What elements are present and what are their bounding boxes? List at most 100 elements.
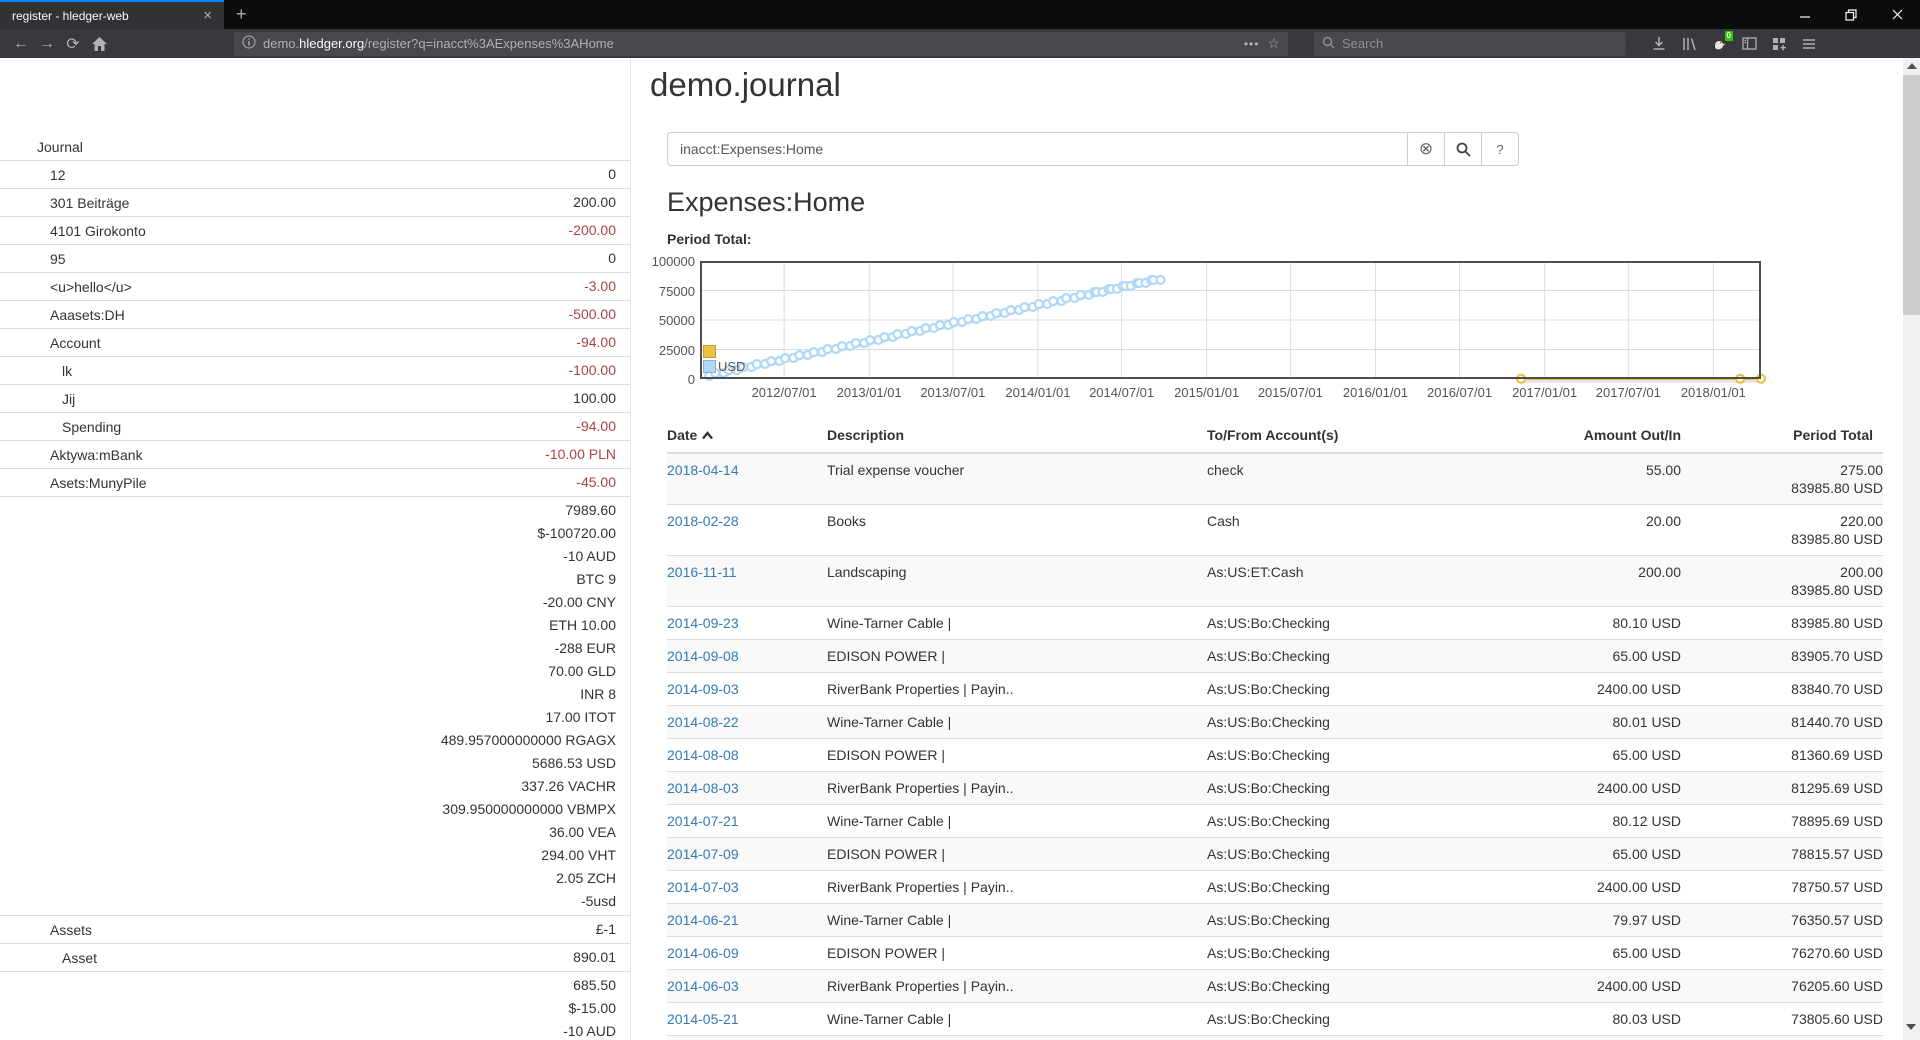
transaction-date-link[interactable]: 2014-08-22 — [667, 714, 739, 730]
sidebar-account-row[interactable]: Account -94.00 — [0, 328, 630, 356]
sidebar-account-row[interactable]: <u>hello</u> -3.00 — [0, 272, 630, 300]
transaction-row[interactable]: 2014-09-23 Wine-Tarner Cable | As:US:Bo:Ch… — [667, 606, 1883, 640]
sidebar-journal-row[interactable]: Journal — [0, 134, 630, 160]
account-link[interactable]: lk — [62, 363, 73, 379]
transaction-row[interactable]: 2014-08-22 Wine-Tarner Cable | As:US:Bo:Ch… — [667, 705, 1883, 739]
transaction-date-link[interactable]: 2014-06-09 — [667, 945, 739, 961]
transaction-date-link[interactable]: 2016-11-11 — [667, 564, 737, 580]
account-link[interactable]: Assets — [50, 922, 93, 938]
transaction-date-link[interactable]: 2014-05-21 — [667, 1011, 739, 1027]
transaction-row[interactable]: 2014-07-09 EDISON POWER | As:US:Bo:Checkin… — [667, 837, 1883, 871]
browser-tab[interactable]: register - hledger-web × — [0, 0, 224, 29]
chart-plot-area[interactable]: 0 25000 50000 75000 100000 2012/07/01 2013/01/… — [652, 254, 1767, 400]
sidebar-account-row[interactable]: Asset 890.01 — [0, 943, 630, 971]
transaction-date-link[interactable]: 2014-08-08 — [667, 747, 739, 763]
library-icon[interactable] — [1674, 32, 1704, 56]
transaction-row[interactable]: 2014-07-21 Wine-Tarner Cable | As:US:Bo:Ch… — [667, 804, 1883, 838]
column-header-description[interactable]: Description — [827, 423, 1207, 454]
transaction-date-link[interactable]: 2018-04-14 — [667, 462, 739, 478]
extension-duck-icon[interactable]: 0 — [1704, 30, 1734, 56]
home-button[interactable] — [86, 32, 112, 56]
column-header-period-total[interactable]: Period Total — [1691, 423, 1883, 454]
transaction-row[interactable]: 2014-08-03 RiverBank Properties | Payin..… — [667, 771, 1883, 805]
transaction-row[interactable]: 2014-09-03 RiverBank Properties | Payin..… — [667, 672, 1883, 706]
sidebar-account-row[interactable]: Cash685.50$-15.00-10 AUD-30.00 USD — [0, 971, 630, 1040]
transaction-row[interactable]: 2014-08-08 EDISON POWER | As:US:Bo:Checkin… — [667, 738, 1883, 772]
sidebar-account-row[interactable]: 301 Beiträge 200.00 — [0, 188, 630, 216]
transaction-date-link[interactable]: 2014-09-08 — [667, 648, 739, 664]
sidebars-icon[interactable] — [1734, 32, 1764, 56]
sidebar-account-row[interactable]: Aktywa:mBank -10.00 PLN — [0, 440, 630, 468]
transaction-date-link[interactable]: 2014-07-09 — [667, 846, 739, 862]
transaction-date-link[interactable]: 2014-09-23 — [667, 615, 739, 631]
window-restore-button[interactable] — [1828, 0, 1874, 29]
transaction-row[interactable]: 2014-07-03 RiverBank Properties | Payin..… — [667, 870, 1883, 904]
journal-link[interactable]: Journal — [37, 139, 83, 155]
activity-grid-icon[interactable] — [1764, 32, 1794, 56]
account-link[interactable]: 95 — [50, 251, 66, 267]
url-bar[interactable]: demo.hledger.org/register?q=inacct%3AExp… — [234, 31, 1288, 56]
column-header-amount[interactable]: Amount Out/In — [1497, 423, 1691, 454]
tab-close-icon[interactable]: × — [203, 7, 212, 24]
account-link[interactable]: 12 — [50, 167, 66, 183]
transaction-date-link[interactable]: 2014-07-03 — [667, 879, 739, 895]
url-text[interactable]: demo.hledger.org/register?q=inacct%3AExp… — [263, 36, 1236, 51]
transaction-row[interactable]: 2014-06-21 Wine-Tarner Cable | As:US:Bo:Ch… — [667, 903, 1883, 937]
menu-hamburger-icon[interactable] — [1794, 32, 1824, 56]
account-link[interactable]: <u>hello</u> — [50, 279, 132, 295]
window-minimize-button[interactable] — [1782, 0, 1828, 29]
transaction-row[interactable]: 2014-05-21 Wine-Tarner Cable | As:US:Bo:Ch… — [667, 1002, 1883, 1036]
clear-query-button[interactable]: ⊗ — [1407, 132, 1445, 166]
account-link[interactable]: Asets:MunyPile — [50, 475, 147, 491]
transaction-row[interactable]: 2014-06-03 RiverBank Properties | Payin..… — [667, 969, 1883, 1003]
account-link[interactable]: Spending — [62, 419, 122, 435]
page-actions-icon[interactable]: ••• — [1243, 36, 1260, 51]
account-link[interactable]: Account — [50, 335, 101, 351]
search-submit-button[interactable] — [1444, 132, 1482, 166]
account-link[interactable]: Aktywa:mBank — [50, 447, 143, 463]
transaction-date-link[interactable]: 2018-02-28 — [667, 513, 739, 529]
sidebar-account-row[interactable]: Aaasets:DH -500.00 — [0, 300, 630, 328]
help-button[interactable]: ? — [1481, 132, 1519, 166]
transaction-row[interactable]: 2014-06-09 EDISON POWER | As:US:Bo:Checkin… — [667, 936, 1883, 970]
browser-search-field[interactable]: Search — [1314, 31, 1626, 56]
sidebar-account-row[interactable]: 4101 Girokonto -200.00 — [0, 216, 630, 244]
sidebar-account-row[interactable]: Assets £-1 — [0, 915, 630, 943]
sidebar-account-row[interactable]: Asets:MunyPile -45.00 — [0, 468, 630, 496]
sidebar-account-row[interactable]: lk -100.00 — [0, 356, 630, 384]
page-scrollbar[interactable] — [1903, 58, 1920, 1040]
scroll-up-arrow[interactable] — [1906, 63, 1917, 69]
account-link[interactable]: Jij — [62, 391, 76, 407]
reload-button[interactable]: ⟳ — [66, 35, 80, 53]
window-close-button[interactable] — [1874, 0, 1920, 29]
column-header-account[interactable]: To/From Account(s) — [1207, 423, 1497, 454]
transaction-date-link[interactable]: 2014-07-21 — [667, 813, 739, 829]
column-header-date[interactable]: Date — [667, 423, 827, 454]
account-link[interactable]: 301 Beiträge — [50, 195, 130, 211]
forward-button[interactable]: → — [39, 34, 55, 52]
account-link[interactable]: 4101 Girokonto — [50, 223, 146, 239]
transaction-date-link[interactable]: 2014-09-03 — [667, 681, 739, 697]
sidebar-account-row[interactable]: Spending -94.00 — [0, 412, 630, 440]
account-link[interactable]: Aaasets:DH — [50, 307, 125, 323]
transaction-date-link[interactable]: 2014-08-03 — [667, 780, 739, 796]
sidebar-account-row[interactable]: 12 0 — [0, 160, 630, 188]
scrollbar-thumb[interactable] — [1903, 75, 1920, 315]
query-input[interactable] — [667, 132, 1408, 166]
transaction-row[interactable]: 2018-02-28 Books Cash 20.00 220.00 83985.80 U… — [667, 504, 1883, 556]
sidebar-account-row[interactable]: 7989.60 $-100720.00 -10 AUD BTC 9 -20.00 CNY… — [0, 496, 630, 915]
sidebar-account-row[interactable]: Jij 100.00 — [0, 384, 630, 412]
back-button[interactable]: ← — [13, 34, 29, 52]
period-total-chart[interactable]: 0 25000 50000 75000 100000 2012/07/01 2013/01/… — [652, 254, 1883, 407]
transaction-row[interactable]: 2018-04-14 Trial expense voucher check 55.0… — [667, 452, 1883, 505]
transaction-date-link[interactable]: 2014-06-21 — [667, 912, 739, 928]
downloads-icon[interactable] — [1644, 32, 1674, 56]
new-tab-button[interactable]: + — [236, 4, 247, 24]
sidebar-account-row[interactable]: 95 0 — [0, 244, 630, 272]
site-info-icon[interactable] — [242, 35, 256, 52]
transaction-row[interactable]: 2016-11-11 Landscaping As:US:ET:Cash 200.00… — [667, 555, 1883, 607]
account-link[interactable]: Asset — [62, 950, 98, 966]
transaction-date-link[interactable]: 2014-06-03 — [667, 978, 739, 994]
bookmark-star-icon[interactable]: ☆ — [1267, 35, 1280, 51]
